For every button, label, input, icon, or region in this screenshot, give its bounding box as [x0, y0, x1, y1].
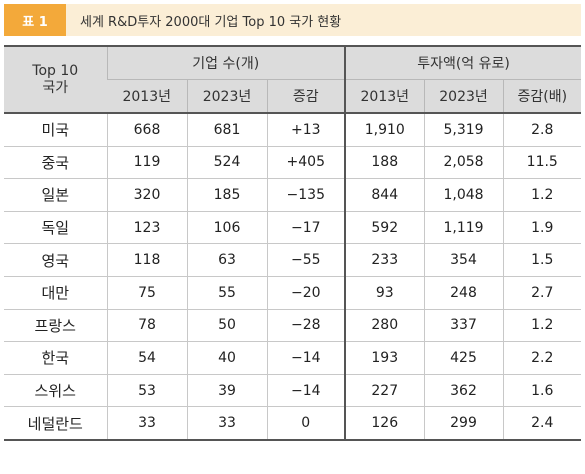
value-cell: −17 — [266, 210, 346, 244]
value-cell: 5,319 — [423, 111, 504, 147]
value-cell: 0 — [266, 406, 346, 441]
value-cell: 1,910 — [344, 111, 425, 147]
value-cell: 118 — [106, 243, 187, 277]
table-row: 스위스 53 39 −14 227 362 1.6 — [4, 373, 582, 407]
value-cell: 123 — [106, 210, 187, 244]
value-cell: 844 — [344, 178, 425, 212]
table-row: 영국 118 63 −55 233 354 1.5 — [4, 243, 582, 277]
value-cell: 50 — [186, 308, 267, 342]
value-cell: −55 — [266, 243, 346, 277]
value-cell: 1.5 — [502, 243, 582, 277]
value-cell: 320 — [106, 178, 187, 212]
value-cell: 280 — [344, 308, 425, 342]
country-header-line2: 국가 — [42, 79, 69, 96]
value-cell: 248 — [423, 275, 504, 310]
country-cell: 미국 — [4, 111, 107, 147]
country-cell: 프랑스 — [4, 308, 107, 342]
value-cell: 362 — [423, 373, 504, 407]
value-cell: 106 — [186, 210, 267, 244]
table-row: 네덜란드 33 33 0 126 299 2.4 — [4, 406, 582, 441]
value-cell: +405 — [266, 145, 346, 179]
value-cell: 193 — [344, 341, 425, 375]
country-cell: 중국 — [4, 145, 107, 179]
table-row: 미국 668 681 +13 1,910 5,319 2.8 — [4, 111, 582, 147]
table-title: 세계 R&D투자 2000대 기업 Top 10 국가 현황 — [80, 14, 342, 30]
sub-header: 2013년 — [344, 79, 425, 113]
value-cell: 524 — [186, 145, 267, 179]
table-number-badge: 표 1 — [4, 4, 66, 36]
value-cell: 2,058 — [423, 145, 504, 179]
value-cell: 2.8 — [502, 111, 582, 147]
table-row: 한국 54 40 −14 193 425 2.2 — [4, 341, 582, 375]
value-cell: 681 — [186, 111, 267, 147]
value-cell: 1,048 — [423, 178, 504, 212]
value-cell: 1.2 — [502, 308, 582, 342]
sub-header: 증감 — [266, 79, 346, 113]
table-caption-bar: 표 1 세계 R&D투자 2000대 기업 Top 10 국가 현황 — [4, 4, 581, 36]
value-cell: 592 — [344, 210, 425, 244]
sub-header: 2023년 — [423, 79, 504, 113]
value-cell: −14 — [266, 341, 346, 375]
value-cell: 63 — [186, 243, 267, 277]
country-cell: 일본 — [4, 178, 107, 212]
sub-header: 2013년 — [107, 79, 187, 113]
value-cell: 425 — [423, 341, 504, 375]
country-cell: 독일 — [4, 210, 107, 244]
country-cell: 네덜란드 — [4, 406, 107, 441]
value-cell: 1.6 — [502, 373, 582, 407]
value-cell: 39 — [186, 373, 267, 407]
value-cell: +13 — [266, 111, 346, 147]
value-cell: 53 — [106, 373, 187, 407]
value-cell: 33 — [106, 406, 187, 441]
value-cell: 78 — [106, 308, 187, 342]
value-cell: 55 — [186, 275, 267, 310]
table-row: 프랑스 78 50 −28 280 337 1.2 — [4, 308, 582, 342]
value-cell: 337 — [423, 308, 504, 342]
country-header-line1: Top 10 — [32, 62, 79, 79]
value-cell: 299 — [423, 406, 504, 441]
value-cell: −135 — [266, 178, 346, 212]
country-cell: 대만 — [4, 275, 107, 310]
value-cell: 233 — [344, 243, 425, 277]
country-column-header: Top 10 국가 — [4, 45, 107, 114]
table-row: 중국 119 524 +405 188 2,058 11.5 — [4, 145, 582, 179]
value-cell: 54 — [106, 341, 187, 375]
value-cell: −14 — [266, 373, 346, 407]
value-cell: 119 — [106, 145, 187, 179]
company-count-group-header: 기업 수(개) — [106, 45, 346, 80]
value-cell: 1.2 — [502, 178, 582, 212]
value-cell: 40 — [186, 341, 267, 375]
value-cell: 75 — [106, 275, 187, 310]
value-cell: 227 — [344, 373, 425, 407]
value-cell: 354 — [423, 243, 504, 277]
country-cell: 영국 — [4, 243, 107, 277]
table-row: 일본 320 185 −135 844 1,048 1.2 — [4, 178, 582, 212]
investment-group-header: 투자액(억 유로) — [344, 45, 582, 80]
value-cell: 11.5 — [502, 145, 582, 179]
value-cell: 33 — [186, 406, 267, 441]
value-cell: 1.9 — [502, 210, 582, 244]
value-cell: 668 — [106, 111, 187, 147]
value-cell: −20 — [266, 275, 346, 310]
value-cell: 185 — [186, 178, 267, 212]
value-cell: 2.2 — [502, 341, 582, 375]
country-rd-table: Top 10 국가 기업 수(개) 투자액(억 유로) 2013년 2023년 … — [4, 45, 582, 441]
value-cell: 126 — [344, 406, 425, 441]
sub-header: 증감(배) — [502, 79, 582, 113]
country-cell: 한국 — [4, 341, 107, 375]
value-cell: 2.7 — [502, 275, 582, 310]
value-cell: 93 — [344, 275, 425, 310]
sub-header: 2023년 — [186, 79, 267, 113]
value-cell: 2.4 — [502, 406, 582, 441]
table-row: 독일 123 106 −17 592 1,119 1.9 — [4, 210, 582, 244]
country-cell: 스위스 — [4, 373, 107, 407]
value-cell: 1,119 — [423, 210, 504, 244]
value-cell: −28 — [266, 308, 346, 342]
table-row: 대만 75 55 −20 93 248 2.7 — [4, 275, 582, 310]
value-cell: 188 — [344, 145, 425, 179]
